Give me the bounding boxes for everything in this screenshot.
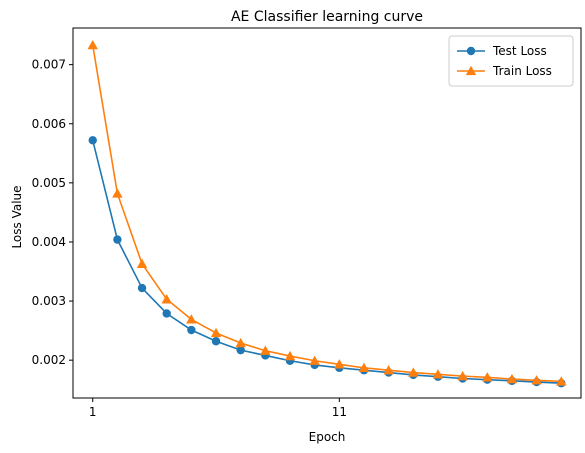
test-loss-point [236, 345, 245, 355]
train-loss-point [358, 362, 370, 373]
y-tick-label: 0.006 [32, 117, 66, 131]
train-loss-series [87, 39, 567, 386]
legend-box [448, 35, 574, 87]
train-loss-point [506, 373, 518, 384]
legend-label: Train Loss [492, 64, 552, 78]
test-loss-point [113, 235, 122, 244]
legend: Test Loss Train Loss [448, 35, 574, 87]
test-loss-point [137, 283, 147, 293]
train-loss-point [260, 345, 271, 355]
test-loss-point [187, 325, 196, 335]
y-tick-label: 0.003 [32, 294, 66, 308]
train-loss-point [408, 367, 419, 377]
axes-frame [72, 27, 582, 399]
y-tick-label: 0.002 [32, 353, 66, 367]
legend-swatch-marker [466, 46, 476, 56]
train-loss-point [432, 369, 444, 379]
train-loss-point [482, 372, 493, 382]
test-loss-point [211, 337, 221, 346]
train-loss-point [161, 294, 172, 304]
x-axis-label: Epoch [309, 430, 346, 444]
train-loss-point [186, 314, 197, 324]
chart-title: AE Classifier learning curve [231, 9, 423, 25]
y-tick-label: 0.005 [32, 176, 66, 190]
train-loss-point [235, 337, 246, 348]
y-axis-label: Loss Value [10, 185, 24, 248]
train-loss-point [457, 370, 468, 381]
train-loss-point [284, 350, 296, 361]
train-loss-point [309, 355, 320, 365]
legend-label: Test Loss [492, 44, 547, 58]
train-loss-point [383, 365, 394, 375]
legend-item-test-loss: Test Loss [457, 44, 547, 58]
train-loss-point [112, 188, 123, 198]
train-loss-point [136, 258, 148, 268]
legend-swatch-marker [465, 65, 477, 76]
train-loss-point [210, 327, 222, 338]
train-loss-point [87, 39, 98, 50]
x-tick-label: 1 [89, 405, 97, 419]
plot-area [87, 39, 567, 388]
y-tick-label: 0.004 [32, 235, 66, 249]
train-loss-point [556, 376, 567, 386]
test-loss-point [162, 309, 171, 318]
test-loss-point [88, 136, 97, 145]
y-tick-label: 0.007 [32, 58, 66, 72]
train-loss-point [531, 375, 542, 385]
train-loss-point [334, 359, 345, 369]
legend-item-train-loss: Train Loss [457, 64, 552, 78]
x-tick-label: 11 [332, 405, 347, 419]
